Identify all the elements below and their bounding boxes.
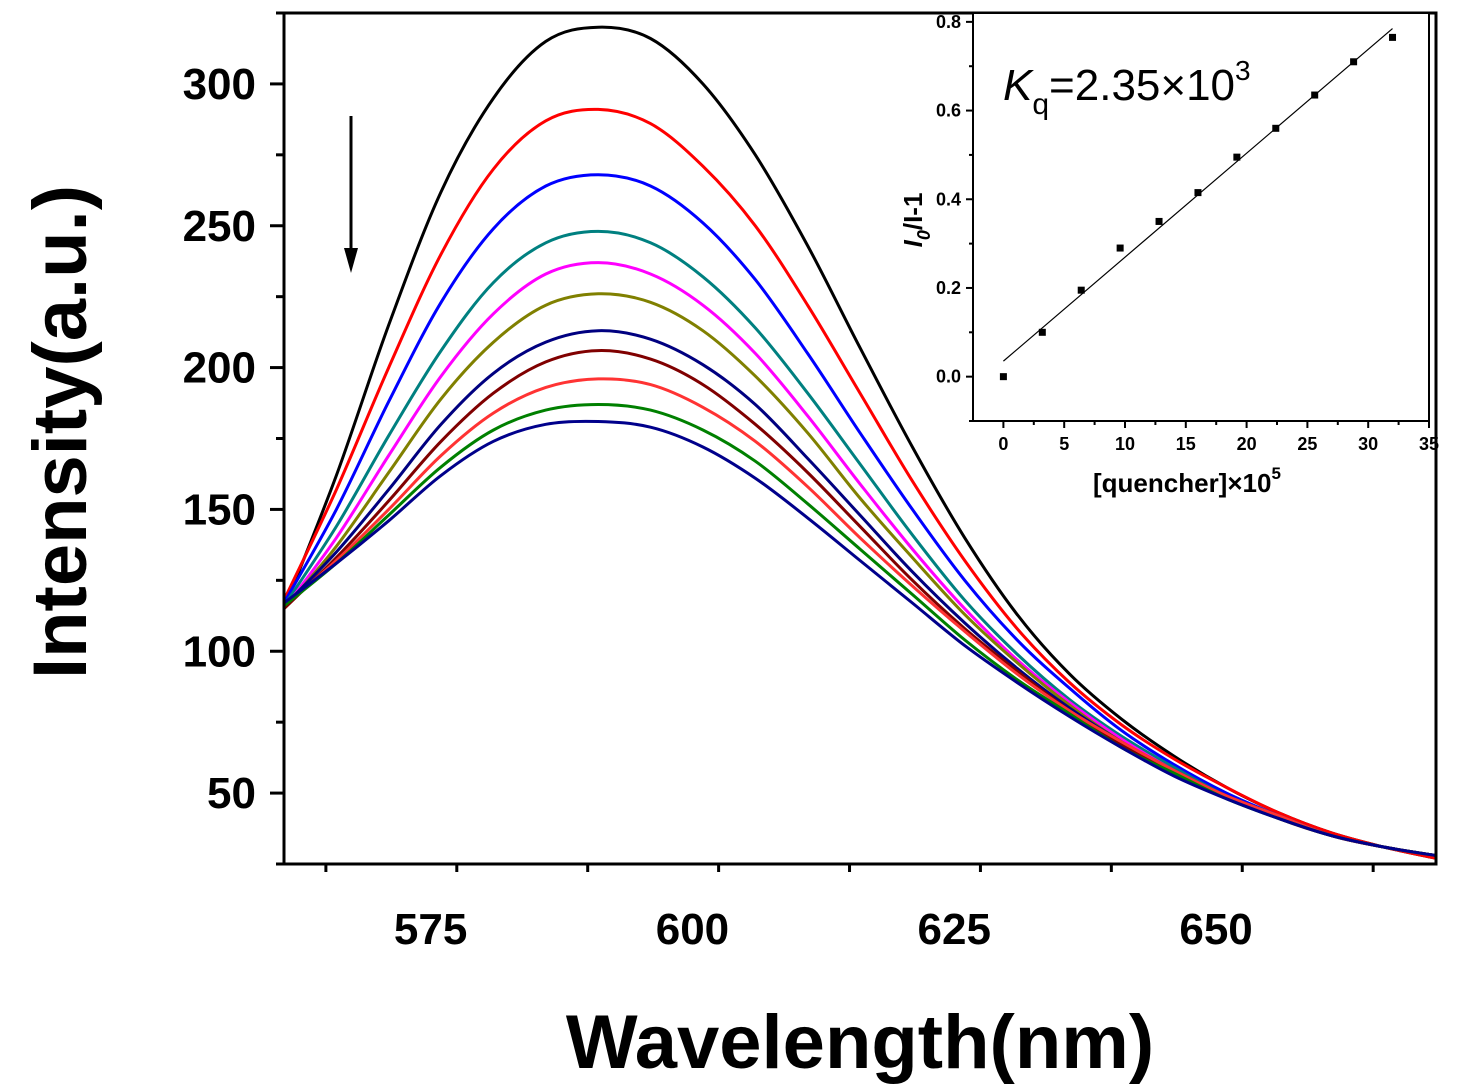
inset-y-tick-label: 0.8 [936,12,961,32]
inset-x-axis-title-sup: 5 [1271,464,1280,483]
main-x-tick-label: 575 [394,905,467,954]
inset-background [973,13,1429,421]
inset-x-axis-title: [quencher]×105 [1093,464,1281,498]
annotation-value: =2.35×10 [1049,61,1235,110]
main-x-tick-label: 600 [656,905,729,954]
annotation-k: K [1003,61,1034,110]
annotation-sub: q [1032,88,1049,121]
inset-y-axis-title-rest: /I-1 [898,193,928,231]
inset-data-point [1077,286,1085,294]
inset-x-tick-label: 35 [1419,434,1439,454]
main-y-tick-label: 50 [207,769,256,818]
inset-y-tick-label: 0.6 [936,101,961,121]
inset-x-ticks: 0 5 10 15 20 25 30 35 [998,421,1439,454]
inset-data-point [1116,244,1124,252]
main-x-tick-label: 625 [918,905,991,954]
inset-data-point [999,373,1007,381]
annotation-sup: 3 [1235,55,1251,86]
inset-x-tick-label: 30 [1358,434,1378,454]
inset-data-point [1038,328,1046,336]
inset-y-axis-title-sub: 0 [914,230,934,240]
main-y-tick-label: 200 [183,344,256,393]
spectrum-curve-2 [282,107,1437,860]
inset-y-tick-label: 0.4 [936,189,961,209]
main-y-tick-label: 100 [183,627,256,676]
inset-data-point [1194,189,1202,197]
inset-y-axis-title-text: I0/I-1 [898,193,934,248]
spectrum-curve-9 [283,377,1437,857]
inset-data-point [1389,33,1397,41]
main-curves [282,25,1437,860]
main-y-tick-label: 250 [183,202,256,251]
inset-data-point [1155,217,1163,225]
inset-x-tick-label: 25 [1297,434,1317,454]
quenching-constant-annotation: Kq=2.35×103 [1003,55,1251,121]
spectrum-curve-3 [282,173,1437,857]
inset-y-tick-label: 0.2 [936,278,961,298]
main-y-tick-label: 300 [183,60,256,109]
inset-plot-frame [972,12,1430,422]
main-y-axis-title: Intensity(a.u.) [18,185,103,679]
inset-y-tick-label: 0.0 [936,367,961,387]
main-y-tick-label: 150 [183,485,256,534]
inset-x-tick-label: 0 [998,434,1008,454]
inset-data-point [1233,153,1241,161]
main-x-ticks: 575 600 625 650 [324,864,1375,954]
inset-x-tick-label: 5 [1059,434,1069,454]
inset-y-axis-title-i: I [898,239,928,247]
inset-x-tick-label: 10 [1115,434,1135,454]
main-x-tick-label: 650 [1179,905,1252,954]
inset-y-axis-title: I0/I-1 [898,193,934,248]
inset-x-tick-label: 20 [1237,434,1257,454]
inset-x-axis-title-main: [quencher]×10 [1093,468,1271,498]
decrease-arrow [344,116,358,273]
decrease-arrow-head [344,248,358,273]
inset-x-tick-label: 15 [1176,434,1196,454]
inset-y-ticks: 0.0 0.2 0.4 0.6 0.8 [936,12,973,422]
main-x-axis-title: Wavelength(nm) [566,1000,1154,1085]
spectrum-curve-11 [283,419,1437,857]
inset-fit-line [1003,28,1393,362]
inset-plot: 0 5 10 15 20 25 30 35 0.00.20.40.60.8 [quencher… [898,12,1439,498]
main-y-ticks: 50 100 150 200 250 300 [183,11,284,866]
